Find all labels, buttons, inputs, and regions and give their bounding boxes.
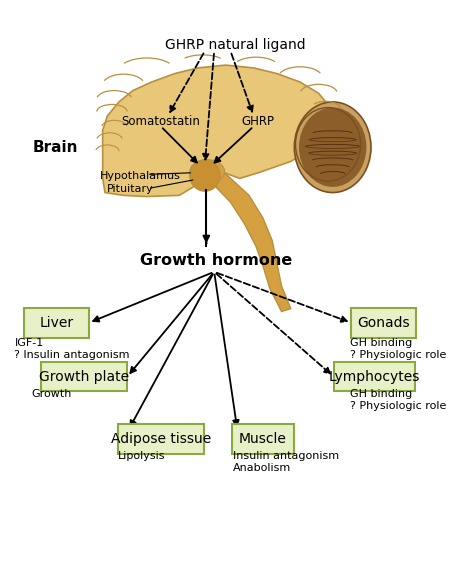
Text: Insulin antagonism
Anabolism: Insulin antagonism Anabolism [233,451,339,473]
Text: Brain: Brain [33,140,79,154]
Text: Hypothalamus: Hypothalamus [100,170,181,181]
Text: Lipolysis: Lipolysis [118,451,165,462]
Text: GH binding
? Physiologic role: GH binding ? Physiologic role [350,389,447,411]
FancyBboxPatch shape [24,308,89,337]
Text: Somatostatin: Somatostatin [121,115,200,128]
Text: IGF-1
? Insulin antagonism: IGF-1 ? Insulin antagonism [14,338,130,360]
Ellipse shape [299,108,366,187]
Text: Growth plate: Growth plate [39,370,129,384]
Text: GHRP natural ligand: GHRP natural ligand [165,38,305,52]
Text: Growth: Growth [32,389,72,399]
FancyBboxPatch shape [351,308,416,337]
Text: GH binding
? Physiologic role: GH binding ? Physiologic role [350,338,447,360]
FancyBboxPatch shape [41,362,127,391]
Ellipse shape [294,102,371,193]
Text: Muscle: Muscle [239,432,287,446]
Ellipse shape [190,160,220,191]
Ellipse shape [190,160,225,184]
PathPatch shape [103,65,333,197]
Text: Lymphocytes: Lymphocytes [329,370,420,384]
Text: Growth hormone: Growth hormone [140,253,292,268]
FancyBboxPatch shape [118,424,204,454]
FancyBboxPatch shape [232,424,294,454]
FancyBboxPatch shape [334,362,415,391]
Text: GHRP: GHRP [242,115,275,128]
Text: Liver: Liver [39,316,73,330]
Text: Pituitary: Pituitary [107,184,154,193]
Text: Gonads: Gonads [357,316,410,330]
Text: Adipose tissue: Adipose tissue [110,432,211,446]
Polygon shape [207,173,291,312]
